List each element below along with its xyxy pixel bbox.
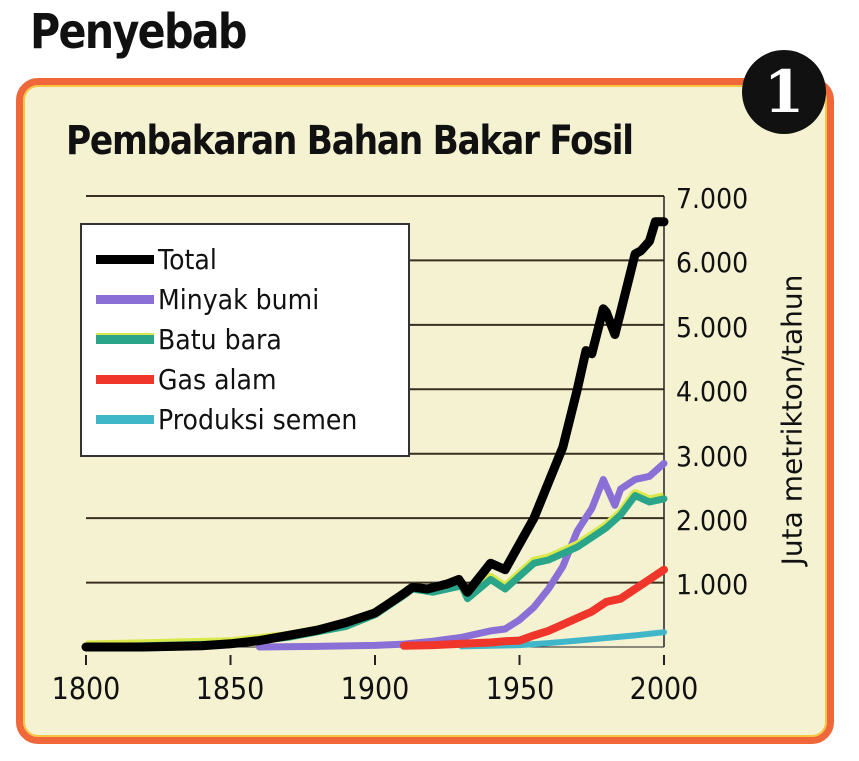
series-total <box>81 217 669 652</box>
section-title: Penyebab <box>30 4 247 60</box>
legend-swatch-total <box>96 254 154 264</box>
legend-label: Produksi semen <box>158 402 358 436</box>
x-tick-1900: 1900 <box>340 672 410 707</box>
y-tick-6000: 6.000 <box>676 246 749 279</box>
legend-item-gas-alam: Gas alam <box>96 359 290 399</box>
y-tick-4000: 4.000 <box>676 375 749 408</box>
y-tick-5000: 5.000 <box>676 311 749 344</box>
series-minyak-bumi <box>255 459 668 651</box>
legend-label: Gas alam <box>158 362 277 396</box>
legend-item-minyak-bumi: Minyak bumi <box>96 279 337 319</box>
legend-item-total: Total <box>96 239 223 279</box>
y-axis-label: Juta metrikton/tahun <box>775 274 809 566</box>
x-tick-1800: 1800 <box>51 672 121 707</box>
y-tick-2000: 2.000 <box>676 504 749 537</box>
legend-swatch-produksi-semen <box>96 414 154 424</box>
legend-label: Total <box>158 242 217 276</box>
legend-swatch-minyak-bumi <box>96 294 154 304</box>
y-tick-3000: 3.000 <box>676 440 749 473</box>
chart-title: Pembakaran Bahan Bakar Fosil <box>66 118 634 164</box>
legend-label: Minyak bumi <box>158 282 320 316</box>
series-gas-alam <box>399 565 668 650</box>
number-badge: 1 <box>742 50 826 134</box>
y-tick-7000: 7.000 <box>676 182 749 215</box>
legend-label: Batu bara <box>158 322 282 356</box>
x-tick-1950: 1950 <box>485 672 555 707</box>
legend-item-batu-bara: Batu bara <box>96 319 296 359</box>
x-tick-1850: 1850 <box>195 672 265 707</box>
chart-legend: Total Minyak bumi Batu bara Gas alam Pro… <box>80 223 410 457</box>
series-lines <box>81 217 669 652</box>
y-tick-1000: 1.000 <box>676 568 749 601</box>
legend-swatch-gas-alam <box>96 374 154 384</box>
legend-item-produksi-semen: Produksi semen <box>96 399 379 439</box>
x-tick-2000: 2000 <box>629 672 699 707</box>
legend-swatch-batu-bara <box>96 334 154 344</box>
